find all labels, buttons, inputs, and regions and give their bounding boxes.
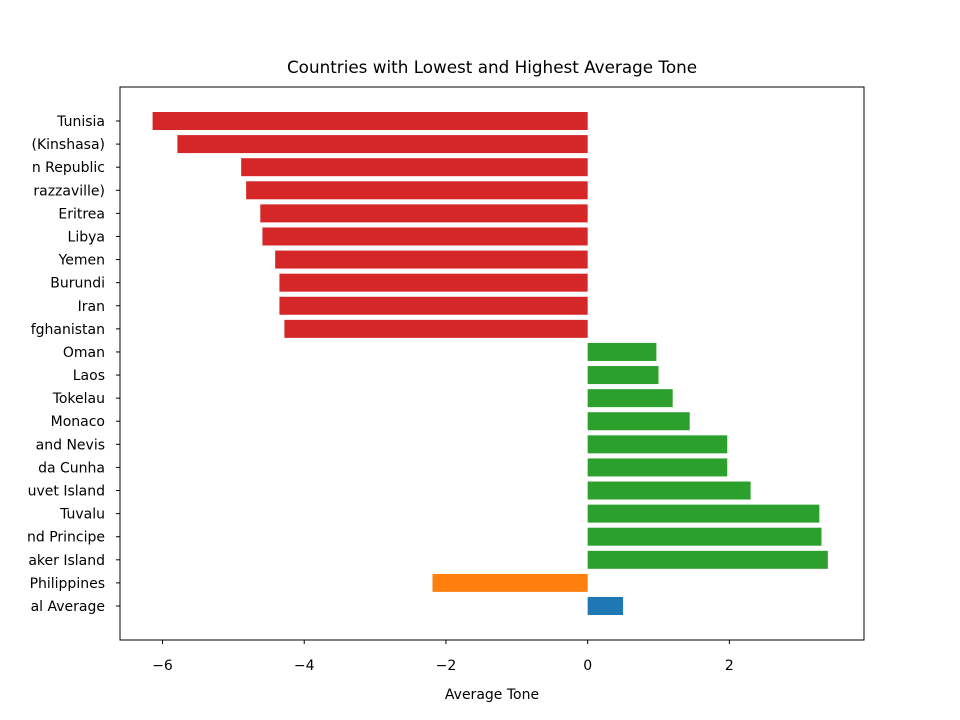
- bar: [587, 481, 751, 500]
- bar: [587, 527, 822, 546]
- bar: [279, 296, 588, 315]
- y-tick-label: Burundi: [50, 276, 105, 292]
- y-tick-label: Philippines: [30, 576, 105, 592]
- x-tick-label: −4: [294, 658, 315, 674]
- y-tick-label: Tuvalu: [59, 507, 105, 523]
- bars-layer: [152, 112, 828, 615]
- x-ticks: −6 −4 −2 0 2: [152, 640, 734, 674]
- y-tick-label: (Kinshasa): [32, 137, 106, 153]
- bar: [587, 412, 690, 431]
- y-tick-label: uvet Island: [28, 484, 105, 500]
- y-tick-label: Yemen: [58, 253, 105, 269]
- bar: [260, 204, 588, 223]
- chart-title: Countries with Lowest and Highest Averag…: [287, 57, 697, 77]
- y-tick-label: Oman: [63, 345, 105, 361]
- bar: [587, 550, 828, 569]
- bar: [587, 504, 820, 523]
- bar: [587, 435, 728, 454]
- y-tick-label: da Cunha: [38, 460, 105, 476]
- bar: [587, 596, 624, 615]
- bar: [177, 135, 588, 154]
- y-tick-label: razzaville): [33, 183, 105, 199]
- y-tick-label: Tokelau: [52, 391, 105, 407]
- x-tick-label: −2: [436, 658, 457, 674]
- x-tick-label: 2: [725, 658, 734, 674]
- x-axis-label: Average Tone: [445, 687, 539, 703]
- bar: [284, 319, 588, 338]
- y-tick-label: Monaco: [51, 414, 105, 430]
- plot-frame: [119, 86, 865, 641]
- x-tick-label: −6: [152, 658, 173, 674]
- y-tick-label: aker Island: [28, 553, 105, 569]
- y-tick-label: and Nevis: [36, 437, 105, 453]
- y-tick-label: Libya: [68, 229, 105, 245]
- bar: [152, 112, 588, 130]
- y-tick-label: Tunisia: [56, 114, 105, 130]
- bar: [241, 158, 588, 177]
- y-category-labels: Tunisia (Kinshasa) n Republic razzaville) Er…: [27, 114, 120, 615]
- y-tick-label: Eritrea: [58, 206, 105, 222]
- bar: [587, 366, 659, 385]
- y-tick-label: nd Principe: [27, 530, 105, 546]
- bar: [587, 389, 673, 408]
- y-tick-label: Laos: [73, 368, 105, 384]
- bar: [279, 273, 588, 292]
- bar: [587, 458, 728, 477]
- bar: [587, 342, 657, 361]
- y-tick-label: fghanistan: [31, 322, 105, 338]
- bar: [246, 181, 588, 200]
- y-tick-label: Iran: [78, 299, 105, 315]
- y-tick-label: n Republic: [32, 160, 105, 176]
- bar: [275, 250, 588, 269]
- bar: [262, 227, 588, 246]
- y-tick-label: al Average: [31, 599, 105, 615]
- x-tick-label: 0: [583, 658, 592, 674]
- bar: [432, 573, 588, 592]
